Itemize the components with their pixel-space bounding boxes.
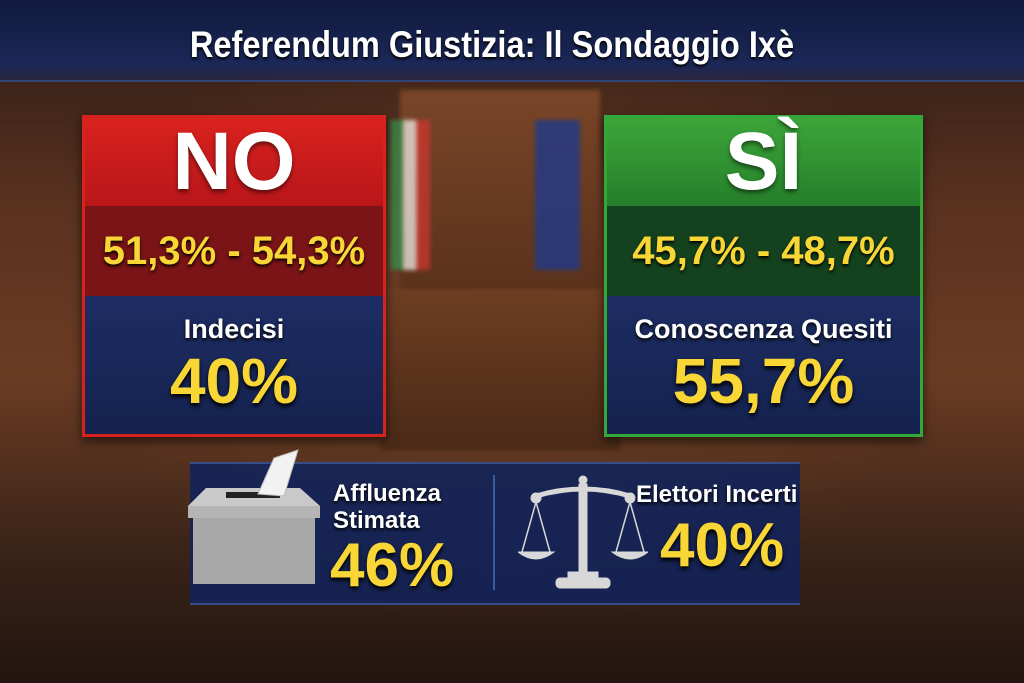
page-title: Referendum Giustizia: Il Sondaggio Ixè [189,24,795,65]
italian-flag [390,120,430,270]
divider [493,475,495,590]
background-bench [380,290,620,450]
no-range: 51,3% - 54,3% [85,206,383,296]
uncertain-value: 40% [660,511,785,580]
knowledge-box: Conoscenza Quesiti 55,7% [607,296,920,434]
uncertain-label: Elettori Incerti [636,481,798,508]
si-label: SÌ [607,116,920,207]
scales-of-justice-icon [518,475,648,589]
turnout-label-line2: Stimata [333,507,420,534]
turnout-label-line1: Affluenza [333,480,441,507]
knowledge-value: 55,7% [672,345,855,417]
no-panel: NO 51,3% - 54,3% Indecisi 40% [82,115,386,437]
si-range: 45,7% - 48,7% [607,206,920,296]
undecided-box: Indecisi 40% [85,296,383,434]
turnout-value: 46% [330,531,455,600]
si-panel: SÌ 45,7% - 48,7% Conoscenza Quesiti 55,7… [604,115,923,437]
title-bar: Referendum Giustizia: Il Sondaggio Ixè [0,0,1024,82]
ballot-box-icon [188,449,320,584]
knowledge-label: Conoscenza Quesiti [634,314,893,344]
no-label: NO [85,116,383,207]
eu-flag [535,120,580,270]
undecided-value: 40% [169,345,299,417]
undecided-label: Indecisi [183,314,285,344]
